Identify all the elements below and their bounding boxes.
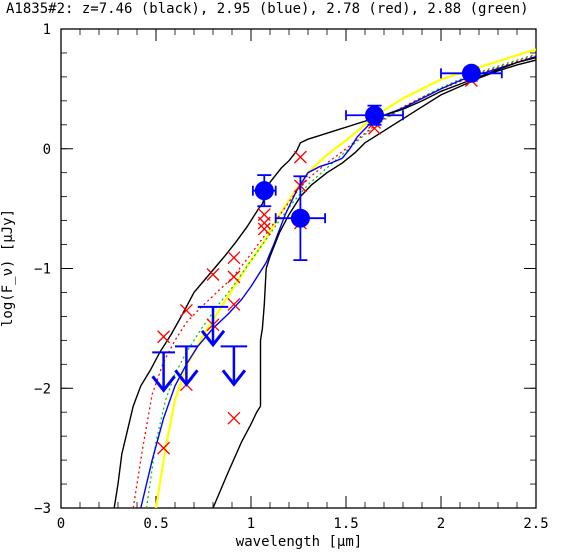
x-axis-label: wavelength [μm]: [236, 534, 362, 550]
upper-limit-arrow: [151, 375, 176, 393]
detection-point: [365, 105, 384, 125]
model-point-cross: [257, 216, 271, 230]
x-tick-label: 1.5: [333, 516, 358, 532]
model-curve-red: [132, 54, 536, 508]
plot-frame: [60, 28, 537, 509]
y-axis-label: log(F_ν) [μJy]: [0, 209, 16, 327]
data-points: [151, 63, 503, 455]
model-point-cross: [227, 270, 241, 284]
x-tick-label: 0.5: [143, 516, 168, 532]
model-point-cross: [257, 222, 271, 236]
chart-title: A1835#2: z=7.46 (black), 2.95 (blue), 2.…: [6, 1, 529, 17]
upper-limit-arrow: [221, 369, 247, 387]
y-tick-label: −2: [34, 381, 51, 397]
upper-limit-arrow: [174, 369, 199, 387]
model-point-cross: [227, 411, 241, 425]
model-curve-black: [113, 57, 536, 508]
x-tick-label: 2.5: [523, 516, 548, 532]
detection-point: [290, 208, 310, 228]
x-tick-label: 1: [247, 516, 255, 532]
model-point-cross: [293, 150, 307, 164]
detection-point: [461, 63, 481, 83]
y-tick-label: 1: [43, 22, 51, 38]
y-tick-label: −1: [34, 262, 51, 278]
model-curve-blue: [140, 55, 536, 508]
y-tick-label: −3: [34, 501, 51, 517]
x-tick-label: 2: [437, 516, 445, 532]
model-point-cross: [157, 441, 171, 455]
model-curves: [113, 48, 536, 508]
model-point-cross: [206, 268, 220, 281]
x-tick-label: 0: [57, 516, 65, 532]
model-point-cross: [179, 303, 193, 317]
model-curve-green: [145, 53, 536, 508]
y-tick-label: 0: [43, 142, 51, 158]
detection-point: [254, 181, 274, 201]
model-point-cross: [227, 251, 241, 265]
axis-ticks: 0 0.5 1 1.5 2 2.5 −3 −2 −1 0 1: [34, 22, 549, 532]
model-curve-black-2: [212, 59, 536, 508]
model-point-cross: [157, 330, 171, 344]
upper-limit-arrow: [200, 329, 226, 348]
model-point-cross: [227, 297, 241, 311]
